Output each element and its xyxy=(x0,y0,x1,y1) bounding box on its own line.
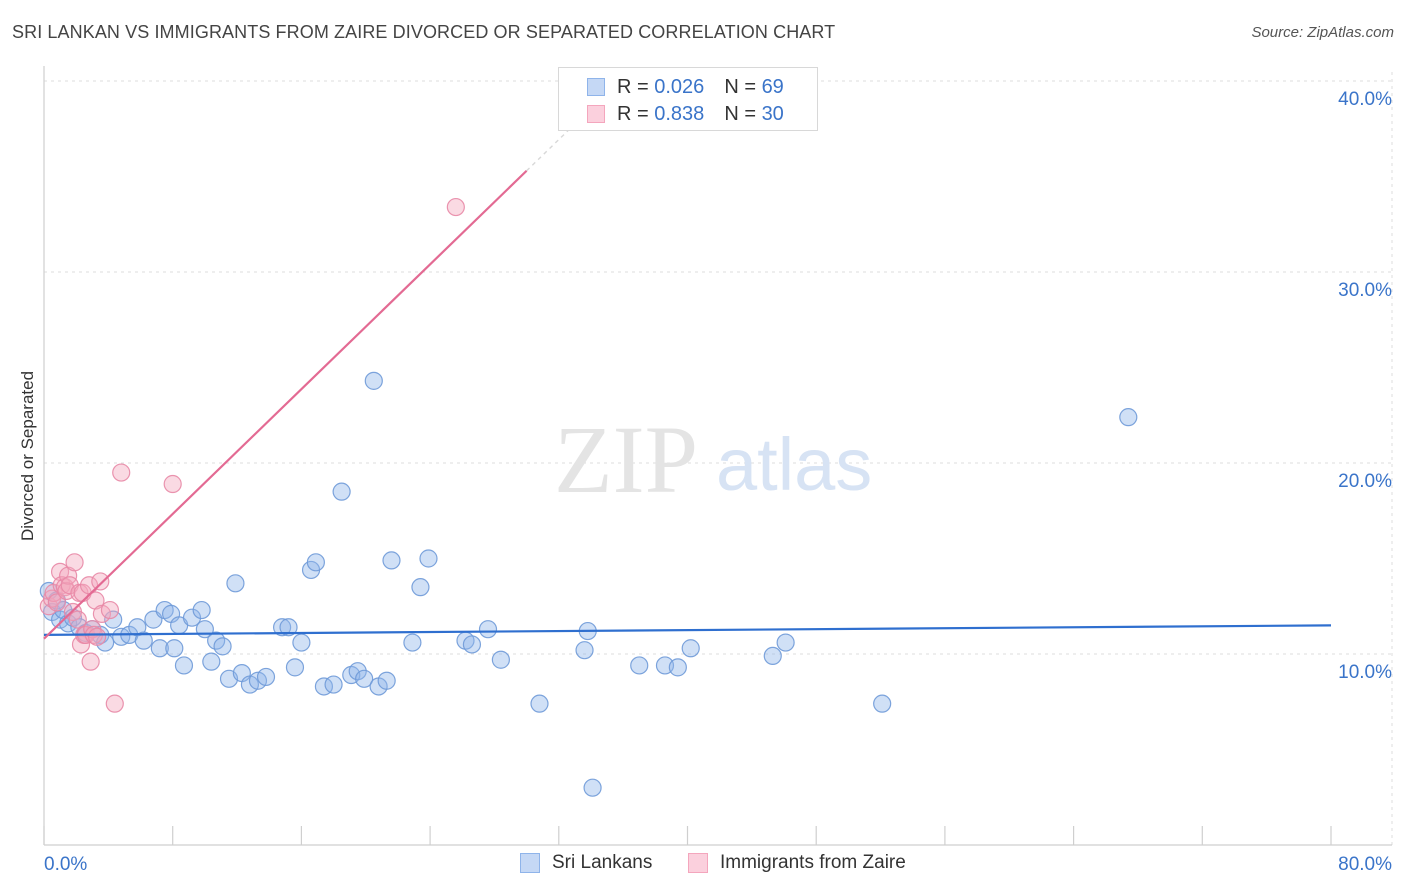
y-tick-label-40: 40.0% xyxy=(1338,89,1392,110)
sri-lankans-point-25 xyxy=(192,600,211,620)
trend-lines xyxy=(43,76,1332,640)
sri-lankans-point-67 xyxy=(763,646,782,666)
legend-r-value-2: 0.838 xyxy=(654,102,705,125)
legend-swatch-blue xyxy=(587,78,605,96)
sri-lankans-point-27 xyxy=(202,652,221,671)
sri-lankans-point-56 xyxy=(462,635,482,654)
zaire-point-27 xyxy=(105,694,124,713)
tick-labels: 10.0% 20.0% 30.0% 40.0% 0.0% 80.0% xyxy=(44,89,1392,875)
sri-lankans-point-47 xyxy=(355,669,374,688)
legend-row-zaire: R = 0.838 N = 30 xyxy=(587,101,784,127)
sri-lankans-point-24 xyxy=(182,608,202,627)
zaire-point-24 xyxy=(91,572,110,591)
sri-lankans-point-35 xyxy=(256,667,276,687)
sri-lankans-point-50 xyxy=(377,671,396,690)
sri-lankans-point-39 xyxy=(292,633,311,652)
y-tick-label-30: 30.0% xyxy=(1338,280,1392,301)
sri-lankans-point-63 xyxy=(630,656,649,675)
legend-r-label: R = xyxy=(617,75,649,98)
sri-lankans-point-37 xyxy=(279,618,298,637)
watermark-zip: ZIP xyxy=(554,406,698,513)
sri-lankans-point-46 xyxy=(348,662,367,681)
sri-lankans-point-59 xyxy=(530,694,549,713)
axes xyxy=(43,66,1392,846)
legend-item-sri-lankans[interactable]: Sri Lankans xyxy=(520,852,652,874)
sri-lankans-point-31 xyxy=(226,574,245,593)
legend-swatch-pink xyxy=(688,853,708,873)
sri-lankans-point-57 xyxy=(478,620,498,639)
legend-n-label: N = xyxy=(724,75,756,98)
zaire-point-11 xyxy=(65,553,84,572)
legend-r-value-1: 0.026 xyxy=(654,75,705,98)
sri-lankans-point-65 xyxy=(668,658,687,677)
zaire-point-12 xyxy=(68,610,87,629)
stats-legend: R = 0.026 N = 69 R = 0.838 N = 30 xyxy=(558,67,818,131)
legend-item-zaire[interactable]: Immigrants from Zaire xyxy=(688,852,906,874)
source-credit: Source: ZipAtlas.com xyxy=(1251,24,1394,41)
sri-lankans-point-68 xyxy=(776,633,795,652)
sri-lankans-point-58 xyxy=(491,650,510,669)
sri-lankans-point-38 xyxy=(285,658,305,677)
legend-label-zaire: Immigrants from Zaire xyxy=(720,852,906,873)
sri-lankans-point-51 xyxy=(382,551,401,570)
sri-lankans-point-41 xyxy=(306,553,325,572)
x-tick-label-0: 0.0% xyxy=(44,854,87,875)
y-tick-label-20: 20.0% xyxy=(1338,471,1392,492)
sri-lankans-point-54 xyxy=(419,549,438,568)
y-axis-label: Divorced or Separated xyxy=(18,370,37,542)
watermark-atlas: atlas xyxy=(716,423,872,506)
sri-lankans-point-18 xyxy=(150,639,169,658)
sri-lankans-point-23 xyxy=(174,656,194,675)
legend-n-value-1: 69 xyxy=(761,75,784,98)
sri-lankans-point-66 xyxy=(681,639,700,658)
sri-lankans-point-44 xyxy=(332,482,351,501)
legend-r-label: R = xyxy=(617,102,649,125)
zaire-point-19 xyxy=(81,652,100,671)
chart-title: SRI LANKAN VS IMMIGRANTS FROM ZAIRE DIVO… xyxy=(12,22,836,42)
legend-swatch-blue xyxy=(520,853,540,873)
zaire-point-23 xyxy=(87,627,107,646)
series-sri-lankans xyxy=(39,371,1138,797)
zaire-point-26 xyxy=(100,600,120,620)
sri-lankans-point-62 xyxy=(583,778,602,797)
sri-lankans-point-60 xyxy=(575,641,594,660)
legend-label-sri-lankans: Sri Lankans xyxy=(552,852,653,873)
sri-lankans-point-12 xyxy=(104,610,123,629)
sri-lankans-point-43 xyxy=(324,675,343,694)
zaire-point-29 xyxy=(163,474,182,494)
sri-lankans-point-21 xyxy=(165,639,184,658)
sri-lankans-point-29 xyxy=(213,637,232,656)
legend-row-sri-lankans: R = 0.026 N = 69 xyxy=(587,74,784,100)
sri-lankans-point-16 xyxy=(134,631,153,650)
x-tick-label-80: 80.0% xyxy=(1338,854,1392,875)
legend-n-value-2: 30 xyxy=(761,102,784,125)
zaire-point-14 xyxy=(71,635,91,654)
sri-lankans-point-48 xyxy=(364,371,383,390)
legend-swatch-pink xyxy=(587,105,605,123)
zaire-point-28 xyxy=(112,463,131,482)
y-tick-label-10: 10.0% xyxy=(1338,662,1392,683)
sri-lankans-point-53 xyxy=(411,578,430,597)
zaire-point-30 xyxy=(446,197,465,217)
sri-lankans-point-70 xyxy=(1119,408,1138,427)
sri-lankans-point-69 xyxy=(873,694,892,713)
trend-line-sri-lankans xyxy=(43,624,1332,636)
legend-n-label: N = xyxy=(724,102,756,125)
sri-lankans-point-52 xyxy=(403,633,422,652)
trend-line-zaire xyxy=(43,169,528,640)
sri-lankans-point-36 xyxy=(272,618,292,637)
